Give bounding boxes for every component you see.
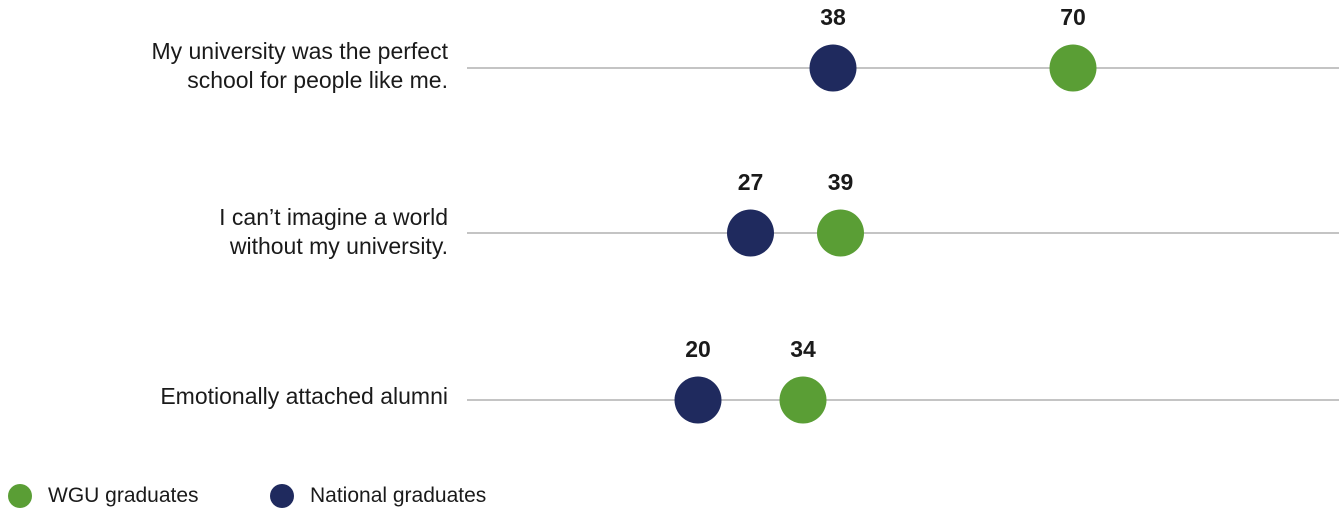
category-label-line: I can’t imagine a world [219,204,448,230]
data-point-wgu [779,376,827,424]
data-point-national [727,209,774,257]
legend-item-national: National graduates [270,481,486,511]
data-label-wgu: 70 [1060,4,1086,30]
data-label-national: 20 [685,336,711,362]
category-label: I can’t imagine a world without my unive… [28,203,448,261]
legend-swatch-wgu [8,484,32,508]
data-label-national: 38 [820,4,846,30]
data-label-wgu: 39 [828,169,854,195]
data-point-national [809,44,857,92]
data-point-wgu [1049,44,1097,92]
category-label-line: without my university. [229,233,448,259]
category-label-line: My university was the perfect [151,38,448,64]
category-label: My university was the perfect school for… [28,37,448,95]
data-point-wgu [817,209,864,257]
legend-label-national: National graduates [310,484,487,507]
legend-label-wgu: WGU graduates [48,484,199,507]
legend-swatch-national [270,484,294,508]
category-label-line: school for people like me. [187,67,448,93]
data-label-national: 27 [738,169,764,195]
category-label-line: Emotionally attached alumni [160,383,448,409]
legend-item-wgu: WGU graduates [8,481,199,511]
data-label-wgu: 34 [790,336,816,362]
category-label: Emotionally attached alumni [28,382,448,411]
data-point-national [674,376,722,424]
